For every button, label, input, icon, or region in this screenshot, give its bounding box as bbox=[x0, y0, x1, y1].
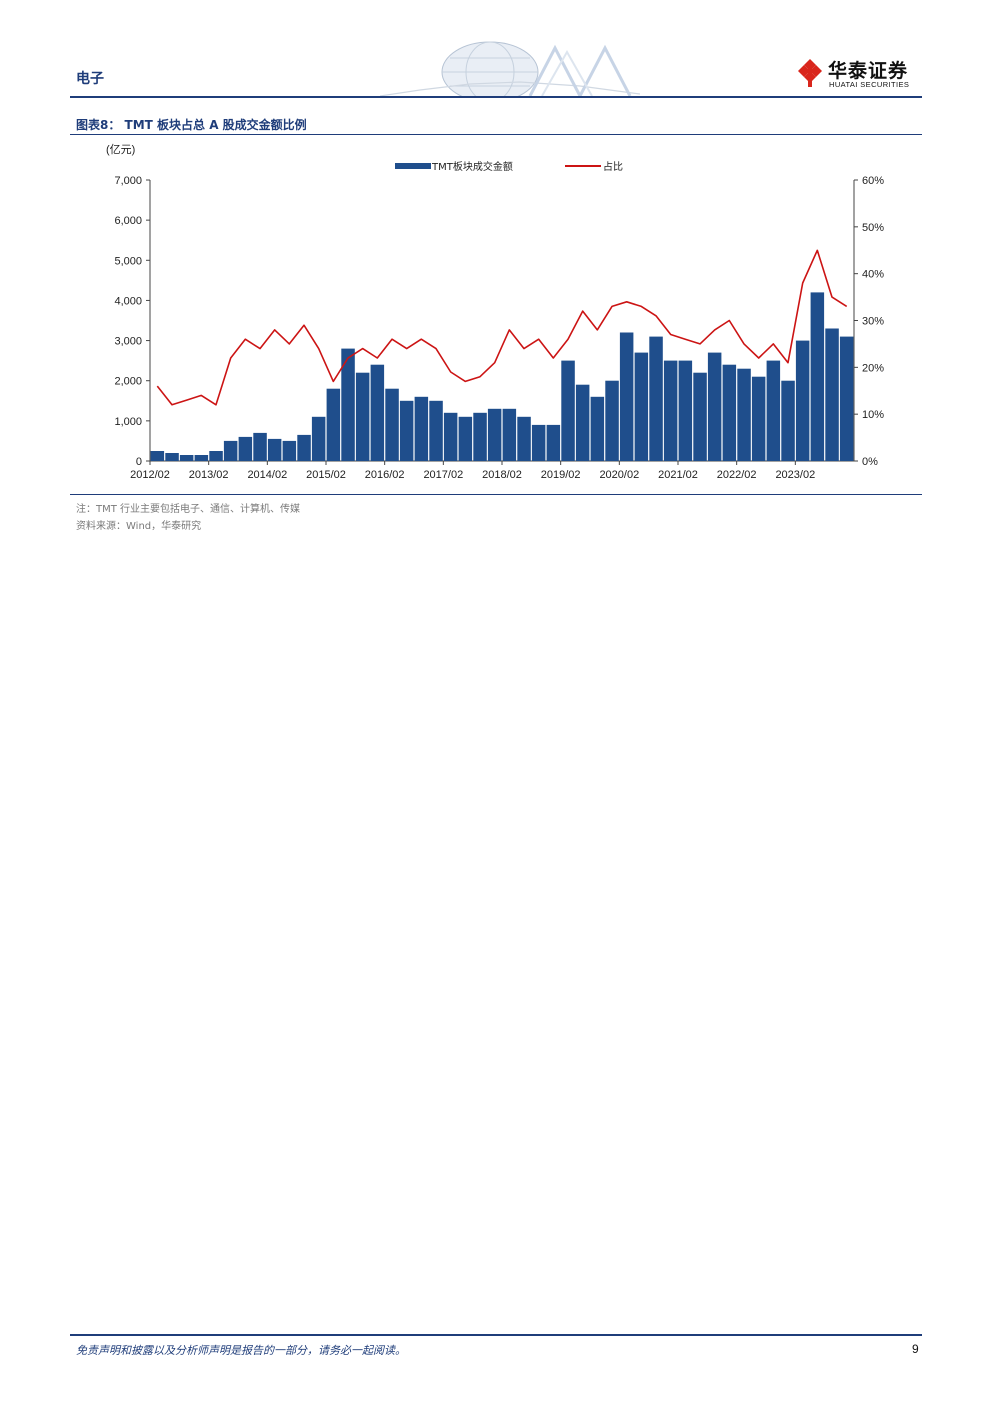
x-tick-label: 2018/02 bbox=[482, 469, 522, 481]
chart-legend: TMT板块成交金额 占比 bbox=[395, 160, 623, 173]
bar-turnover bbox=[531, 424, 546, 461]
header-rule bbox=[70, 96, 922, 98]
x-tick-label: 2013/02 bbox=[189, 469, 229, 481]
bar-turnover bbox=[253, 432, 267, 461]
x-tick-label: 2019/02 bbox=[541, 469, 581, 481]
y-tick-label: 0 bbox=[136, 456, 142, 468]
bar-turnover bbox=[546, 424, 561, 461]
x-tick-label: 2016/02 bbox=[365, 469, 405, 481]
section-label: 电子 bbox=[76, 71, 104, 87]
bar-turnover bbox=[663, 360, 678, 461]
figure-source: 资料来源：Wind，华泰研究 bbox=[76, 521, 202, 532]
x-tick-label: 2023/02 bbox=[775, 469, 815, 481]
bar-turnover bbox=[707, 352, 722, 461]
x-tick-label: 2017/02 bbox=[423, 469, 463, 481]
bar-turnover bbox=[487, 408, 502, 461]
bar-turnover bbox=[150, 451, 165, 461]
huatai-logo-icon bbox=[796, 59, 824, 87]
bar-turnover bbox=[297, 434, 311, 461]
bar-turnover bbox=[561, 360, 575, 461]
bar-turnover bbox=[693, 372, 707, 461]
x-tick-label: 2012/02 bbox=[130, 469, 170, 481]
bar-turnover bbox=[443, 412, 458, 461]
bar-turnover bbox=[766, 360, 781, 461]
y2-tick-label: 60% bbox=[862, 175, 884, 187]
bar-turnover bbox=[590, 396, 605, 461]
y2-tick-label: 40% bbox=[862, 269, 884, 281]
bar-turnover bbox=[517, 416, 531, 461]
bar-turnover bbox=[825, 328, 839, 461]
legend-label-line: 占比 bbox=[603, 160, 623, 173]
globe-banner-graphic bbox=[380, 41, 640, 96]
legend-label-bar: TMT板块成交金额 bbox=[431, 160, 513, 173]
figure-bottom-rule bbox=[70, 494, 922, 495]
y-tick-label: 6,000 bbox=[114, 215, 142, 227]
brand-name-en: HUATAI SECURITIES bbox=[829, 80, 910, 89]
footer-disclaimer: 免责声明和披露以及分析师声明是报告的一部分，请务必一起阅读。 bbox=[76, 1344, 406, 1357]
page-number: 9 bbox=[912, 1342, 919, 1356]
y-tick-label: 2,000 bbox=[114, 376, 142, 388]
y2-tick-label: 20% bbox=[862, 362, 884, 374]
bar-turnover bbox=[458, 416, 473, 461]
y-axis-unit: (亿元) bbox=[106, 143, 135, 156]
bar-turnover bbox=[282, 440, 297, 461]
bar-turnover bbox=[414, 396, 429, 461]
brand-name-cn: 华泰证券 bbox=[828, 60, 909, 82]
bar-turnover bbox=[355, 372, 370, 461]
y2-tick-label: 50% bbox=[862, 222, 884, 234]
footer-rule bbox=[70, 1334, 922, 1336]
bar-turnover bbox=[179, 455, 194, 461]
bar-turnover bbox=[238, 436, 253, 461]
legend-swatch-bar bbox=[395, 163, 431, 169]
x-tick-label: 2020/02 bbox=[599, 469, 639, 481]
bar-turnover bbox=[370, 364, 385, 461]
bar-turnover bbox=[678, 360, 693, 461]
figure-note: 注：TMT 行业主要包括电子、通信、计算机、传媒 bbox=[76, 504, 301, 515]
bar-turnover bbox=[839, 336, 854, 461]
bar-turnover bbox=[605, 380, 619, 461]
y-tick-label: 3,000 bbox=[114, 336, 142, 348]
bar-turnover bbox=[385, 388, 399, 461]
y-tick-label: 4,000 bbox=[114, 295, 142, 307]
bar-turnover bbox=[619, 332, 634, 461]
bar-turnover bbox=[223, 440, 238, 461]
x-tick-label: 2014/02 bbox=[247, 469, 287, 481]
bar-turnover bbox=[267, 438, 282, 461]
y2-tick-label: 30% bbox=[862, 316, 884, 328]
y2-tick-label: 0% bbox=[862, 456, 878, 468]
x-tick-label: 2022/02 bbox=[717, 469, 757, 481]
y2-tick-label: 10% bbox=[862, 409, 884, 421]
bar-turnover bbox=[649, 336, 663, 461]
bar-turnover bbox=[194, 455, 209, 461]
y-tick-label: 1,000 bbox=[114, 416, 142, 428]
bar-turnover bbox=[429, 400, 443, 461]
bar-turnover bbox=[751, 376, 766, 461]
bar-turnover bbox=[311, 416, 326, 461]
bar-turnover bbox=[575, 384, 590, 461]
bar-turnover bbox=[781, 380, 795, 461]
y-tick-label: 7,000 bbox=[114, 175, 142, 187]
bar-turnover bbox=[473, 412, 487, 461]
bar-turnover bbox=[737, 368, 751, 461]
x-tick-label: 2021/02 bbox=[658, 469, 698, 481]
line-share bbox=[156, 249, 848, 406]
bar-turnover bbox=[326, 388, 341, 461]
bar-turnover bbox=[399, 400, 414, 461]
bar-turnover bbox=[795, 340, 810, 461]
figure-title: 图表8： TMT 板块占总 A 股成交金额比例 bbox=[76, 118, 307, 132]
bar-turnover bbox=[209, 451, 223, 461]
bar-turnover bbox=[341, 348, 355, 461]
chart-tmt-turnover: (亿元) TMT板块成交金额 占比 0 1,000 2,000 3,000 4,000 5… bbox=[106, 143, 884, 481]
y-tick-label: 5,000 bbox=[114, 255, 142, 267]
x-tick-label: 2015/02 bbox=[306, 469, 346, 481]
bar-turnover bbox=[810, 292, 825, 461]
bar-turnover bbox=[165, 453, 179, 461]
bar-turnover bbox=[502, 408, 517, 461]
figure-top-rule bbox=[70, 134, 922, 135]
bar-turnover bbox=[722, 364, 737, 461]
bar-turnover bbox=[634, 352, 649, 461]
